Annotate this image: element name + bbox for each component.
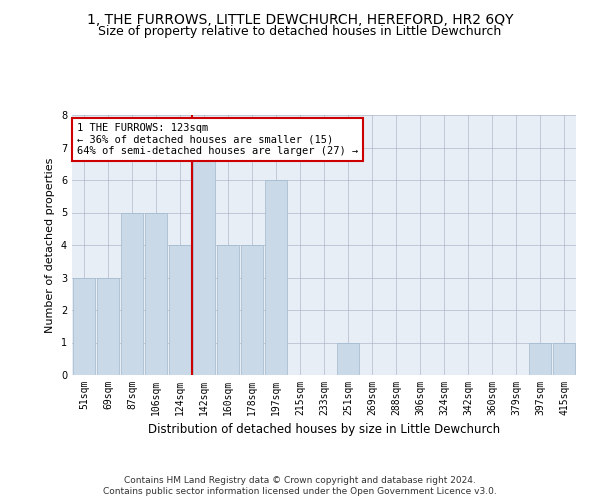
Text: 1 THE FURROWS: 123sqm
← 36% of detached houses are smaller (15)
64% of semi-deta: 1 THE FURROWS: 123sqm ← 36% of detached … (77, 123, 358, 156)
Bar (193, 148, 215, 375)
Y-axis label: Number of detached properties: Number of detached properties (46, 158, 55, 332)
Text: Size of property relative to detached houses in Little Dewchurch: Size of property relative to detached ho… (98, 25, 502, 38)
Bar (217, 245, 239, 375)
X-axis label: Distribution of detached houses by size in Little Dewchurch: Distribution of detached houses by size … (148, 424, 500, 436)
Text: Contains HM Land Registry data © Crown copyright and database right 2024.: Contains HM Land Registry data © Crown c… (124, 476, 476, 485)
Bar (265, 180, 287, 375)
Bar (169, 245, 191, 375)
Bar (241, 245, 263, 375)
Bar (73, 278, 95, 375)
Bar (553, 342, 575, 375)
Bar (145, 212, 167, 375)
Bar (97, 278, 119, 375)
Text: 1, THE FURROWS, LITTLE DEWCHURCH, HEREFORD, HR2 6QY: 1, THE FURROWS, LITTLE DEWCHURCH, HEREFO… (87, 12, 513, 26)
Text: Contains public sector information licensed under the Open Government Licence v3: Contains public sector information licen… (103, 488, 497, 496)
Bar (337, 342, 359, 375)
Bar (121, 212, 143, 375)
Bar (529, 342, 551, 375)
